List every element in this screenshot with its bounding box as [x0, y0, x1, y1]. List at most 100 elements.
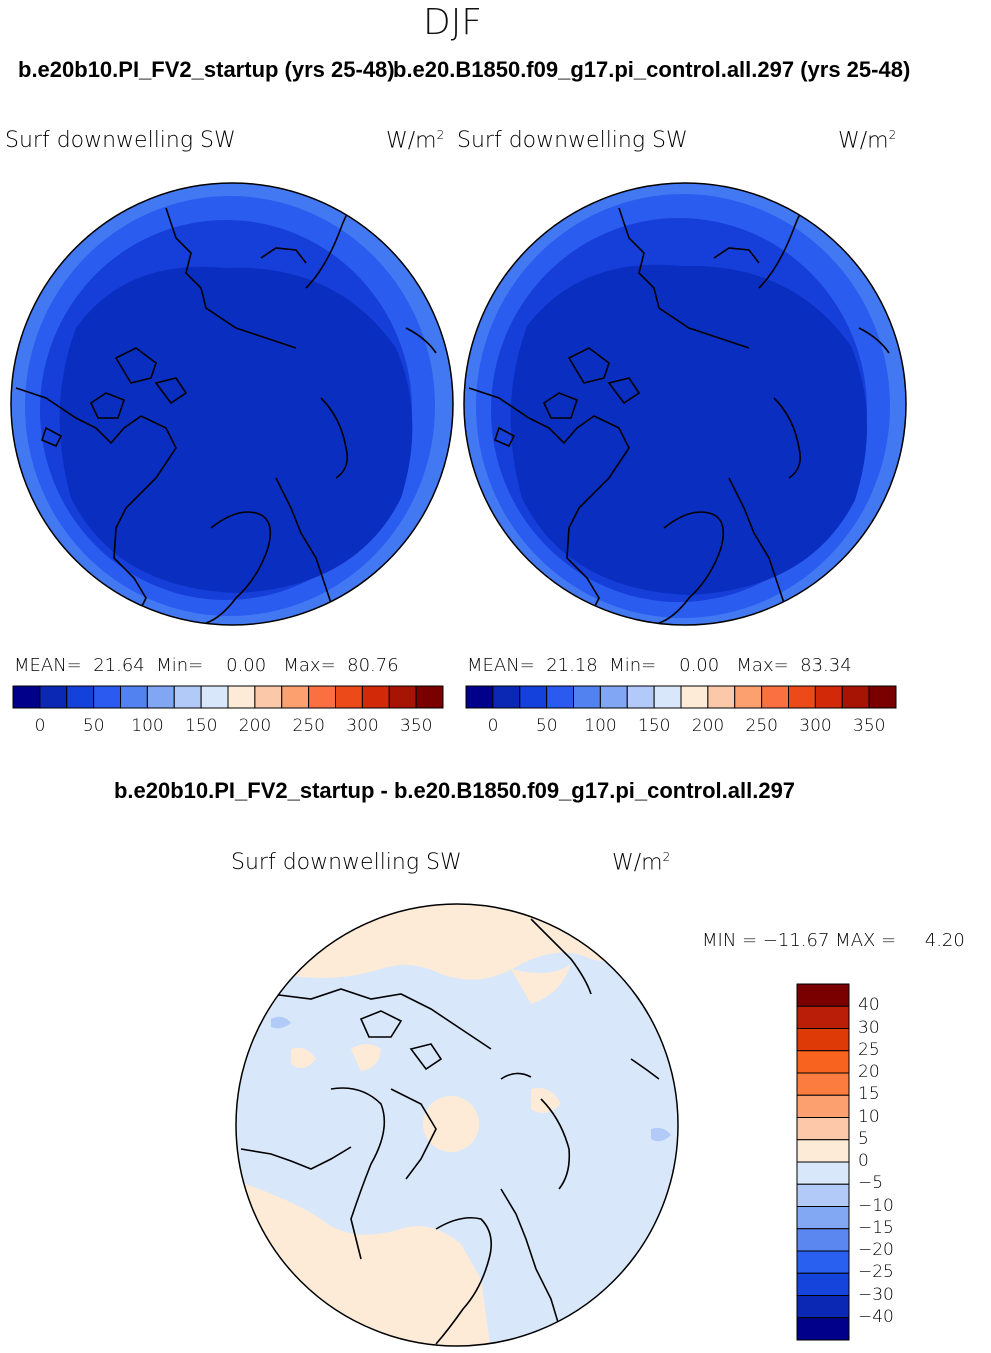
right-colorbar-swatch	[761, 685, 789, 709]
right-variable-label: Surf downwelling SW	[457, 128, 688, 153]
right-colorbar-swatch	[573, 685, 601, 709]
difference-colorbar-tick-label: −15	[858, 1217, 894, 1238]
left-polar-map	[10, 182, 454, 626]
right-colorbar-tick-label: 250	[745, 716, 778, 736]
difference-colorbar-swatch	[796, 1028, 850, 1052]
right-coastlines	[468, 192, 890, 624]
left-colorbar-tick-label: 0	[34, 716, 46, 736]
diff-coastlines	[240, 918, 660, 1345]
right-colorbar-tick-label: 100	[584, 716, 617, 736]
right-colorbar-swatch	[814, 685, 843, 709]
left-colorbar-swatch	[335, 685, 363, 709]
difference-colorbar-tick-label: −25	[858, 1262, 894, 1283]
right-colorbar-swatch	[626, 685, 655, 709]
difference-colorbar-labels: 40 30 25 20 15 10 5 0 −5 −10 −15 −20 −25 −30 −40	[858, 984, 938, 1342]
left-colorbar-tick-label: 200	[238, 716, 272, 736]
right-colorbar-swatch	[465, 685, 494, 709]
difference-colorbar-tick-label: −5	[858, 1173, 884, 1194]
right-colorbar-swatch	[546, 685, 574, 709]
left-colorbar-swatch	[227, 685, 256, 709]
left-stats: MEAN= 21.64 Min= 0.00 Max= 80.76	[14, 655, 399, 676]
right-colorbar-swatch	[519, 685, 548, 709]
difference-colorbar-swatch	[796, 1072, 850, 1096]
right-min-value: 0.00	[679, 655, 720, 676]
left-colorbar-swatch	[120, 685, 148, 709]
difference-colorbar-swatch	[796, 1161, 850, 1185]
right-colorbar-swatch	[841, 685, 870, 709]
difference-colorbar-tick-label: −10	[858, 1195, 894, 1216]
left-mean-value: 21.64	[93, 655, 145, 676]
right-units-label: W/m2	[838, 128, 897, 154]
difference-colorbar-tick-label: 30	[858, 1017, 880, 1038]
diff-variable-label: Surf downwelling SW	[231, 850, 462, 875]
left-colorbar-tick-label: 150	[185, 716, 218, 736]
difference-colorbar-tick-label: 5	[858, 1128, 869, 1149]
difference-colorbar-swatch	[796, 1117, 850, 1141]
right-colorbar-tick-label: 0	[487, 716, 499, 736]
diff-minmax: MIN = −11.67 MAX = 4.20	[702, 930, 965, 951]
difference-colorbar-swatch	[796, 1094, 850, 1118]
difference-colorbar-swatch	[796, 1050, 850, 1074]
left-colorbar-tick-label: 300	[346, 716, 379, 736]
right-colorbar-swatch	[599, 685, 628, 709]
right-colorbar-labels: 0 50 100 150 200 250 300 350	[466, 716, 896, 738]
left-colorbar-tick-label: 100	[131, 716, 164, 736]
difference-colorbar-tick-label: −30	[858, 1284, 894, 1305]
right-colorbar-swatch	[680, 685, 709, 709]
left-colorbar-swatch	[173, 685, 202, 709]
right-colorbar-swatch	[734, 685, 763, 709]
right-case-title: b.e20.B1850.f09_g17.pi_control.all.297 (…	[393, 57, 911, 82]
difference-colorbar-swatch	[796, 1206, 850, 1230]
right-stats: MEAN= 21.18 Min= 0.00 Max= 83.34	[467, 655, 852, 676]
left-units-label: W/m2	[386, 128, 445, 154]
difference-colorbar-tick-label: 10	[858, 1106, 880, 1127]
left-colorbar	[12, 685, 444, 709]
right-polar-map	[463, 182, 907, 626]
right-colorbar-swatch	[868, 685, 897, 709]
difference-colorbar-swatch	[796, 1183, 850, 1207]
right-colorbar-swatch	[653, 685, 682, 709]
difference-colorbar-tick-label: 40	[858, 995, 880, 1016]
left-colorbar-swatch	[281, 685, 310, 709]
difference-colorbar-swatch	[796, 983, 850, 1007]
season-title: DJF	[422, 2, 483, 43]
left-colorbar-tick-label: 50	[82, 716, 105, 736]
left-colorbar-swatch	[12, 685, 41, 709]
left-colorbar-swatch	[254, 685, 283, 709]
left-colorbar-swatch	[388, 685, 417, 709]
right-colorbar-tick-label: 350	[853, 716, 886, 736]
right-colorbar-swatch	[707, 685, 736, 709]
difference-colorbar-tick-label: 25	[858, 1039, 880, 1060]
difference-colorbar-swatch	[796, 1317, 850, 1341]
left-colorbar-swatch	[200, 685, 229, 709]
left-colorbar-swatch	[308, 685, 336, 709]
left-colorbar-tick-label: 250	[292, 716, 325, 736]
right-colorbar	[465, 685, 897, 709]
left-min-value: 0.00	[226, 655, 267, 676]
left-colorbar-swatch	[39, 685, 68, 709]
left-colorbar-swatch	[146, 685, 175, 709]
right-colorbar-swatch	[492, 685, 521, 709]
difference-colorbar-swatch	[796, 1139, 850, 1163]
right-mean-value: 21.18	[546, 655, 598, 676]
right-colorbar-tick-label: 200	[691, 716, 725, 736]
left-colorbar-labels: 0 50 100 150 200 250 300 350	[13, 716, 443, 738]
diff-units-label: W/m2	[612, 850, 671, 876]
right-colorbar-tick-label: 150	[638, 716, 671, 736]
left-colorbar-swatch	[66, 685, 95, 709]
left-variable-label: Surf downwelling SW	[5, 128, 236, 153]
difference-colorbar-tick-label: 20	[858, 1062, 880, 1082]
right-colorbar-tick-label: 50	[535, 716, 558, 736]
right-max-value: 83.34	[800, 655, 852, 676]
difference-colorbar	[796, 983, 850, 1341]
difference-colorbar-tick-label: −20	[858, 1240, 894, 1260]
difference-colorbar-swatch	[796, 1228, 850, 1252]
difference-colorbar-swatch	[796, 1005, 850, 1029]
difference-title: b.e20b10.PI_FV2_startup - b.e20.B1850.f0…	[113, 778, 796, 803]
difference-colorbar-tick-label: 0	[858, 1151, 869, 1171]
difference-colorbar-swatch	[796, 1272, 850, 1296]
left-colorbar-tick-label: 350	[400, 716, 433, 736]
left-colorbar-swatch	[93, 685, 121, 709]
left-case-title: b.e20b10.PI_FV2_startup (yrs 25-48)	[18, 57, 395, 82]
right-colorbar-tick-label: 300	[799, 716, 832, 736]
